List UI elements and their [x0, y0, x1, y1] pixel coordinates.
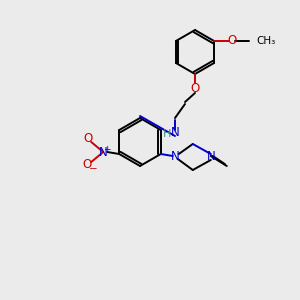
Text: O: O: [82, 158, 92, 172]
Text: CH₃: CH₃: [256, 36, 275, 46]
Text: O: O: [190, 82, 200, 94]
Text: N: N: [170, 149, 179, 163]
Text: +: +: [103, 146, 111, 154]
Text: N: N: [171, 125, 179, 139]
Text: N: N: [206, 149, 215, 163]
Text: O: O: [84, 131, 93, 145]
Text: −: −: [89, 164, 98, 174]
Text: O: O: [227, 34, 237, 47]
Text: N: N: [99, 146, 108, 158]
Text: H: H: [163, 129, 171, 139]
